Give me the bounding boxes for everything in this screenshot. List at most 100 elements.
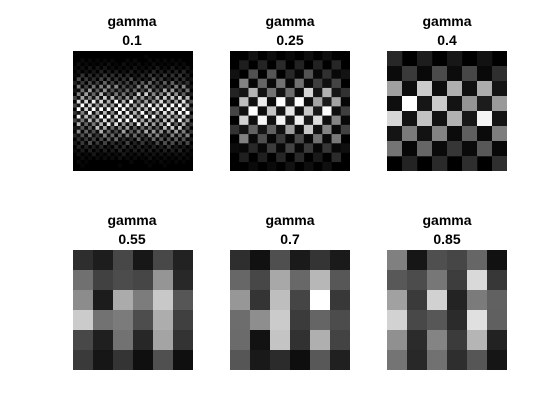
heatmap-cell <box>189 107 193 112</box>
heatmap-cell <box>230 69 240 79</box>
heatmap-cell <box>106 69 111 74</box>
heatmap-cell <box>133 111 138 116</box>
heatmap-cell <box>330 310 350 331</box>
heatmap-cell <box>144 133 149 138</box>
heatmap-cell <box>166 99 171 104</box>
heatmap-cell <box>88 96 93 101</box>
heatmap-cell <box>80 81 85 86</box>
heatmap-cell <box>118 103 123 108</box>
heatmap-cell <box>88 111 93 116</box>
heatmap-cell <box>99 111 104 116</box>
panel-title: gamma 0.55 <box>52 211 212 249</box>
heatmap-cell <box>151 118 156 123</box>
heatmap-cell <box>140 129 145 134</box>
heatmap-cell <box>174 69 179 74</box>
heatmap-cell <box>170 66 175 71</box>
heatmap-cell <box>166 122 171 127</box>
heatmap-cell <box>103 99 108 104</box>
heatmap-cell <box>178 114 183 119</box>
heatmap-cell <box>270 270 291 291</box>
heatmap-cell <box>166 152 171 157</box>
heatmap-cell <box>103 118 108 123</box>
heatmap-cell <box>303 124 314 135</box>
heatmap-cell <box>110 84 115 89</box>
heatmap-cell <box>270 350 291 370</box>
heatmap-cell <box>148 92 153 97</box>
heatmap-cell <box>322 115 332 126</box>
heatmap-cell <box>91 129 96 134</box>
heatmap-cell <box>250 250 271 271</box>
heatmap-cell <box>133 92 138 97</box>
heatmap-cell <box>477 126 493 142</box>
heatmap-cell <box>174 99 179 104</box>
heatmap-cell <box>153 330 174 351</box>
panel-title: gamma 0.4 <box>367 12 527 50</box>
heatmap-cell <box>88 99 93 104</box>
heatmap-cell <box>313 115 323 126</box>
heatmap-cell <box>95 129 100 134</box>
heatmap-cell <box>106 103 111 108</box>
heatmap-cell <box>178 81 183 86</box>
heatmap-cell <box>239 143 249 153</box>
heatmap-cell <box>133 88 138 93</box>
heatmap-cell <box>285 87 295 98</box>
heatmap-cell <box>159 92 164 97</box>
heatmap-cell <box>310 250 331 271</box>
heatmap-cell <box>155 66 160 71</box>
heatmap-cell <box>76 152 81 157</box>
heatmap-cell <box>148 66 153 71</box>
heatmap-cell <box>447 111 463 127</box>
heatmap-cell <box>88 126 93 131</box>
heatmap-cell <box>114 152 119 157</box>
heatmap-cell <box>230 124 240 135</box>
heatmap-cell <box>477 96 493 112</box>
heatmap-cell <box>248 106 258 116</box>
heatmap-cell <box>140 118 145 123</box>
heatmap-cell <box>322 161 332 171</box>
heatmap-cell <box>477 141 493 157</box>
heatmap-cell <box>106 111 111 116</box>
heatmap-cell <box>76 99 81 104</box>
heatmap-cell <box>140 137 145 142</box>
heatmap-cell <box>91 77 96 82</box>
heatmap-cell <box>73 96 78 101</box>
heatmap-cell <box>125 66 130 71</box>
heatmap-cell <box>99 96 104 101</box>
heatmap-cell <box>118 99 123 104</box>
heatmap-cell <box>91 69 96 74</box>
heatmap-cell <box>155 99 160 104</box>
heatmap-cell <box>151 111 156 116</box>
heatmap-cell <box>248 78 258 89</box>
heatmap-cell <box>80 141 85 146</box>
heatmap-cell <box>121 129 126 134</box>
heatmap-cell <box>121 99 126 104</box>
heatmap-cell <box>99 77 104 82</box>
heatmap-cell <box>103 129 108 134</box>
heatmap-cell <box>84 133 89 138</box>
heatmap-cell <box>80 156 85 161</box>
heatmap-cell <box>148 122 153 127</box>
heatmap-cell <box>125 111 130 116</box>
heatmap-cell <box>159 69 164 74</box>
heatmap-cell <box>133 107 138 112</box>
heatmap-cell <box>185 81 190 86</box>
heatmap-cell <box>114 62 119 67</box>
heatmap-cell <box>427 270 448 291</box>
heatmap-cell <box>294 78 305 89</box>
heatmap-cell <box>230 330 251 351</box>
heatmap-cell <box>462 141 478 157</box>
heatmap-cell <box>129 152 134 157</box>
heatmap-cell <box>387 250 408 271</box>
heatmap-cell <box>84 122 89 127</box>
heatmap-cell <box>148 129 153 134</box>
heatmap-cell <box>118 96 123 101</box>
heatmap-cell <box>125 118 130 123</box>
heatmap-cell <box>230 310 251 331</box>
heatmap-cell <box>114 96 119 101</box>
heatmap-cell <box>88 107 93 112</box>
heatmap-cell <box>330 270 350 291</box>
heatmap-cell <box>148 111 153 116</box>
heatmap-cell <box>163 92 168 97</box>
heatmap-cell <box>178 99 183 104</box>
heatmap-cell <box>136 129 141 134</box>
